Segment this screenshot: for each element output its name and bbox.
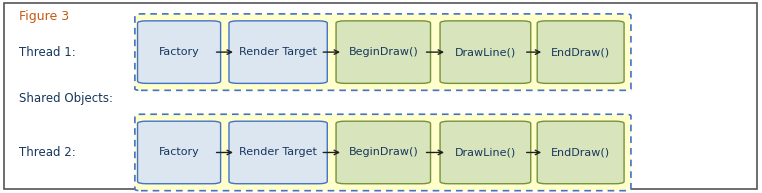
FancyBboxPatch shape xyxy=(440,21,531,83)
FancyBboxPatch shape xyxy=(229,21,328,83)
Text: Render Target: Render Target xyxy=(239,47,317,57)
Text: DrawLine(): DrawLine() xyxy=(455,147,516,157)
FancyBboxPatch shape xyxy=(137,121,221,184)
FancyBboxPatch shape xyxy=(537,121,624,184)
Text: Shared Objects:: Shared Objects: xyxy=(19,92,113,105)
Text: BeginDraw(): BeginDraw() xyxy=(348,47,418,57)
FancyBboxPatch shape xyxy=(135,14,631,90)
FancyBboxPatch shape xyxy=(137,21,221,83)
Text: Factory: Factory xyxy=(158,47,200,57)
FancyBboxPatch shape xyxy=(440,121,531,184)
FancyBboxPatch shape xyxy=(537,21,624,83)
FancyBboxPatch shape xyxy=(336,21,431,83)
Text: BeginDraw(): BeginDraw() xyxy=(348,147,418,157)
FancyBboxPatch shape xyxy=(229,121,328,184)
Text: EndDraw(): EndDraw() xyxy=(551,47,610,57)
Text: Thread 1:: Thread 1: xyxy=(19,46,75,59)
Text: Figure 3: Figure 3 xyxy=(19,10,69,23)
FancyBboxPatch shape xyxy=(4,3,757,189)
FancyBboxPatch shape xyxy=(135,114,631,191)
Text: DrawLine(): DrawLine() xyxy=(455,47,516,57)
FancyBboxPatch shape xyxy=(336,121,431,184)
Text: EndDraw(): EndDraw() xyxy=(551,147,610,157)
Text: Thread 2:: Thread 2: xyxy=(19,146,75,159)
Text: Render Target: Render Target xyxy=(239,147,317,157)
Text: Factory: Factory xyxy=(158,147,200,157)
